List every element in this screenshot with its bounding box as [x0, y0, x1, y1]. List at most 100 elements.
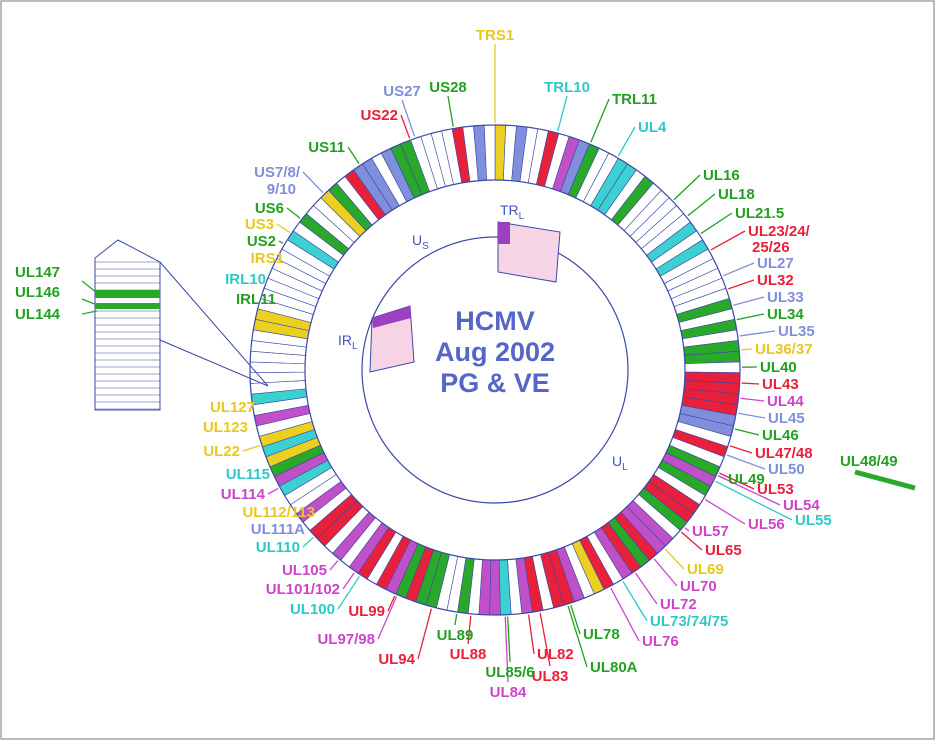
leader-line: [741, 348, 753, 351]
leader-line: [653, 558, 678, 587]
gene-label: TRL11: [612, 91, 657, 108]
leader-line: [401, 99, 416, 137]
gene-label: UL115: [226, 466, 270, 483]
gene-label: US28: [429, 79, 467, 96]
trl-bar: [498, 222, 510, 244]
gene-label: UL72: [660, 596, 697, 613]
region-sub: L: [352, 341, 358, 352]
region-sub: L: [622, 462, 628, 473]
leader-line: [664, 548, 685, 570]
gene-label: UL57: [692, 523, 729, 540]
gene-label: UL123: [203, 419, 248, 436]
gene-label: UL110: [256, 539, 300, 556]
leader-line: [728, 279, 755, 290]
side-band: [95, 290, 160, 298]
gene-label: UL111A: [251, 521, 305, 538]
leader-line: [329, 560, 339, 571]
leader-line: [454, 613, 458, 626]
gene-label: UL76: [642, 633, 679, 650]
gene-label: UL4: [638, 119, 667, 136]
gene-label: UL48/49: [840, 453, 898, 470]
gene-label: UL21.5: [735, 205, 784, 222]
region-name: IR: [338, 332, 352, 348]
leader-line: [417, 608, 433, 660]
center-title: PG & VE: [440, 368, 550, 398]
leader-line: [570, 604, 581, 635]
leader-line: [507, 616, 511, 663]
leader-line: [741, 382, 760, 385]
gene-label: US6: [255, 200, 284, 217]
leader-line: [447, 95, 454, 127]
leader-line: [622, 580, 648, 622]
leader-line: [81, 280, 98, 294]
gene-label: UL54: [783, 497, 820, 514]
leader-line: [635, 572, 658, 605]
leader-line: [704, 498, 746, 525]
leader-line: [740, 397, 765, 402]
leader-line: [723, 262, 755, 277]
gene-label: UL49: [728, 471, 765, 488]
region-sub: S: [422, 241, 429, 252]
gene-label: UL35: [778, 323, 815, 340]
leader-line: [710, 230, 746, 251]
leader-line: [590, 98, 610, 143]
gene-label: UL89: [437, 627, 474, 644]
gene-label: IRL10: [225, 271, 266, 288]
leader-line: [377, 596, 398, 640]
gene-label: UL23/24/: [748, 223, 811, 240]
gene-label: UL69: [687, 561, 724, 578]
gene-label: UL80A: [590, 659, 638, 676]
leader-line: [719, 472, 755, 490]
inner-circle: [361, 236, 629, 504]
ring-segment: [684, 361, 741, 373]
gene-label: UL73/74/75: [650, 613, 728, 630]
gene-label: UL85/6: [485, 664, 534, 681]
gene-label: UL53: [757, 481, 794, 498]
leader-line: [276, 223, 291, 234]
gene-label: UL82: [537, 646, 574, 663]
gene-label: UL99: [348, 603, 385, 620]
leader-line: [729, 445, 753, 454]
leader-line: [337, 576, 360, 610]
center-title: HCMV: [455, 306, 535, 336]
gene-label: IRL11: [236, 291, 276, 308]
gene-label: IRS1: [251, 250, 284, 267]
center-title: Aug 2002: [435, 337, 555, 367]
gene-label: UL112/113: [242, 504, 315, 521]
genome-ring: [94, 124, 916, 616]
leader-line: [738, 412, 766, 419]
leader-line: [726, 454, 766, 470]
gene-label: UL16: [703, 167, 740, 184]
leader-line: [717, 475, 781, 506]
leader-line: [267, 487, 279, 495]
ring-inner: [304, 179, 686, 561]
leader-line: [684, 527, 690, 532]
gene-label: US11: [308, 139, 345, 156]
leader-line: [610, 587, 640, 642]
gene-label: 9/10: [267, 181, 296, 198]
leader-line: [342, 572, 355, 590]
leader-line: [739, 330, 776, 337]
gene-label: UL101/102: [266, 581, 340, 598]
gene-label: TRS1: [476, 27, 514, 44]
region-label: UL: [612, 453, 628, 473]
leader-line: [557, 95, 568, 132]
ring-segment: [489, 559, 501, 616]
leader-line: [302, 171, 324, 194]
leader-line: [467, 615, 472, 645]
gene-label: UL40: [760, 359, 797, 376]
leader-line: [617, 126, 636, 157]
gene-label: UL147: [15, 264, 60, 281]
leader-line: [278, 240, 284, 244]
region-label: IRL: [338, 332, 358, 352]
gene-label: UL65: [705, 542, 742, 559]
gene-label: UL34: [767, 306, 804, 323]
ring-outer: [249, 124, 741, 616]
region-name: TR: [500, 202, 519, 218]
leader-line: [242, 444, 261, 452]
leader-line: [347, 146, 360, 165]
gene-label: US2: [247, 233, 276, 250]
leader-line: [673, 174, 701, 201]
gene-label: UL78: [583, 626, 620, 643]
leader-line: [700, 212, 733, 235]
